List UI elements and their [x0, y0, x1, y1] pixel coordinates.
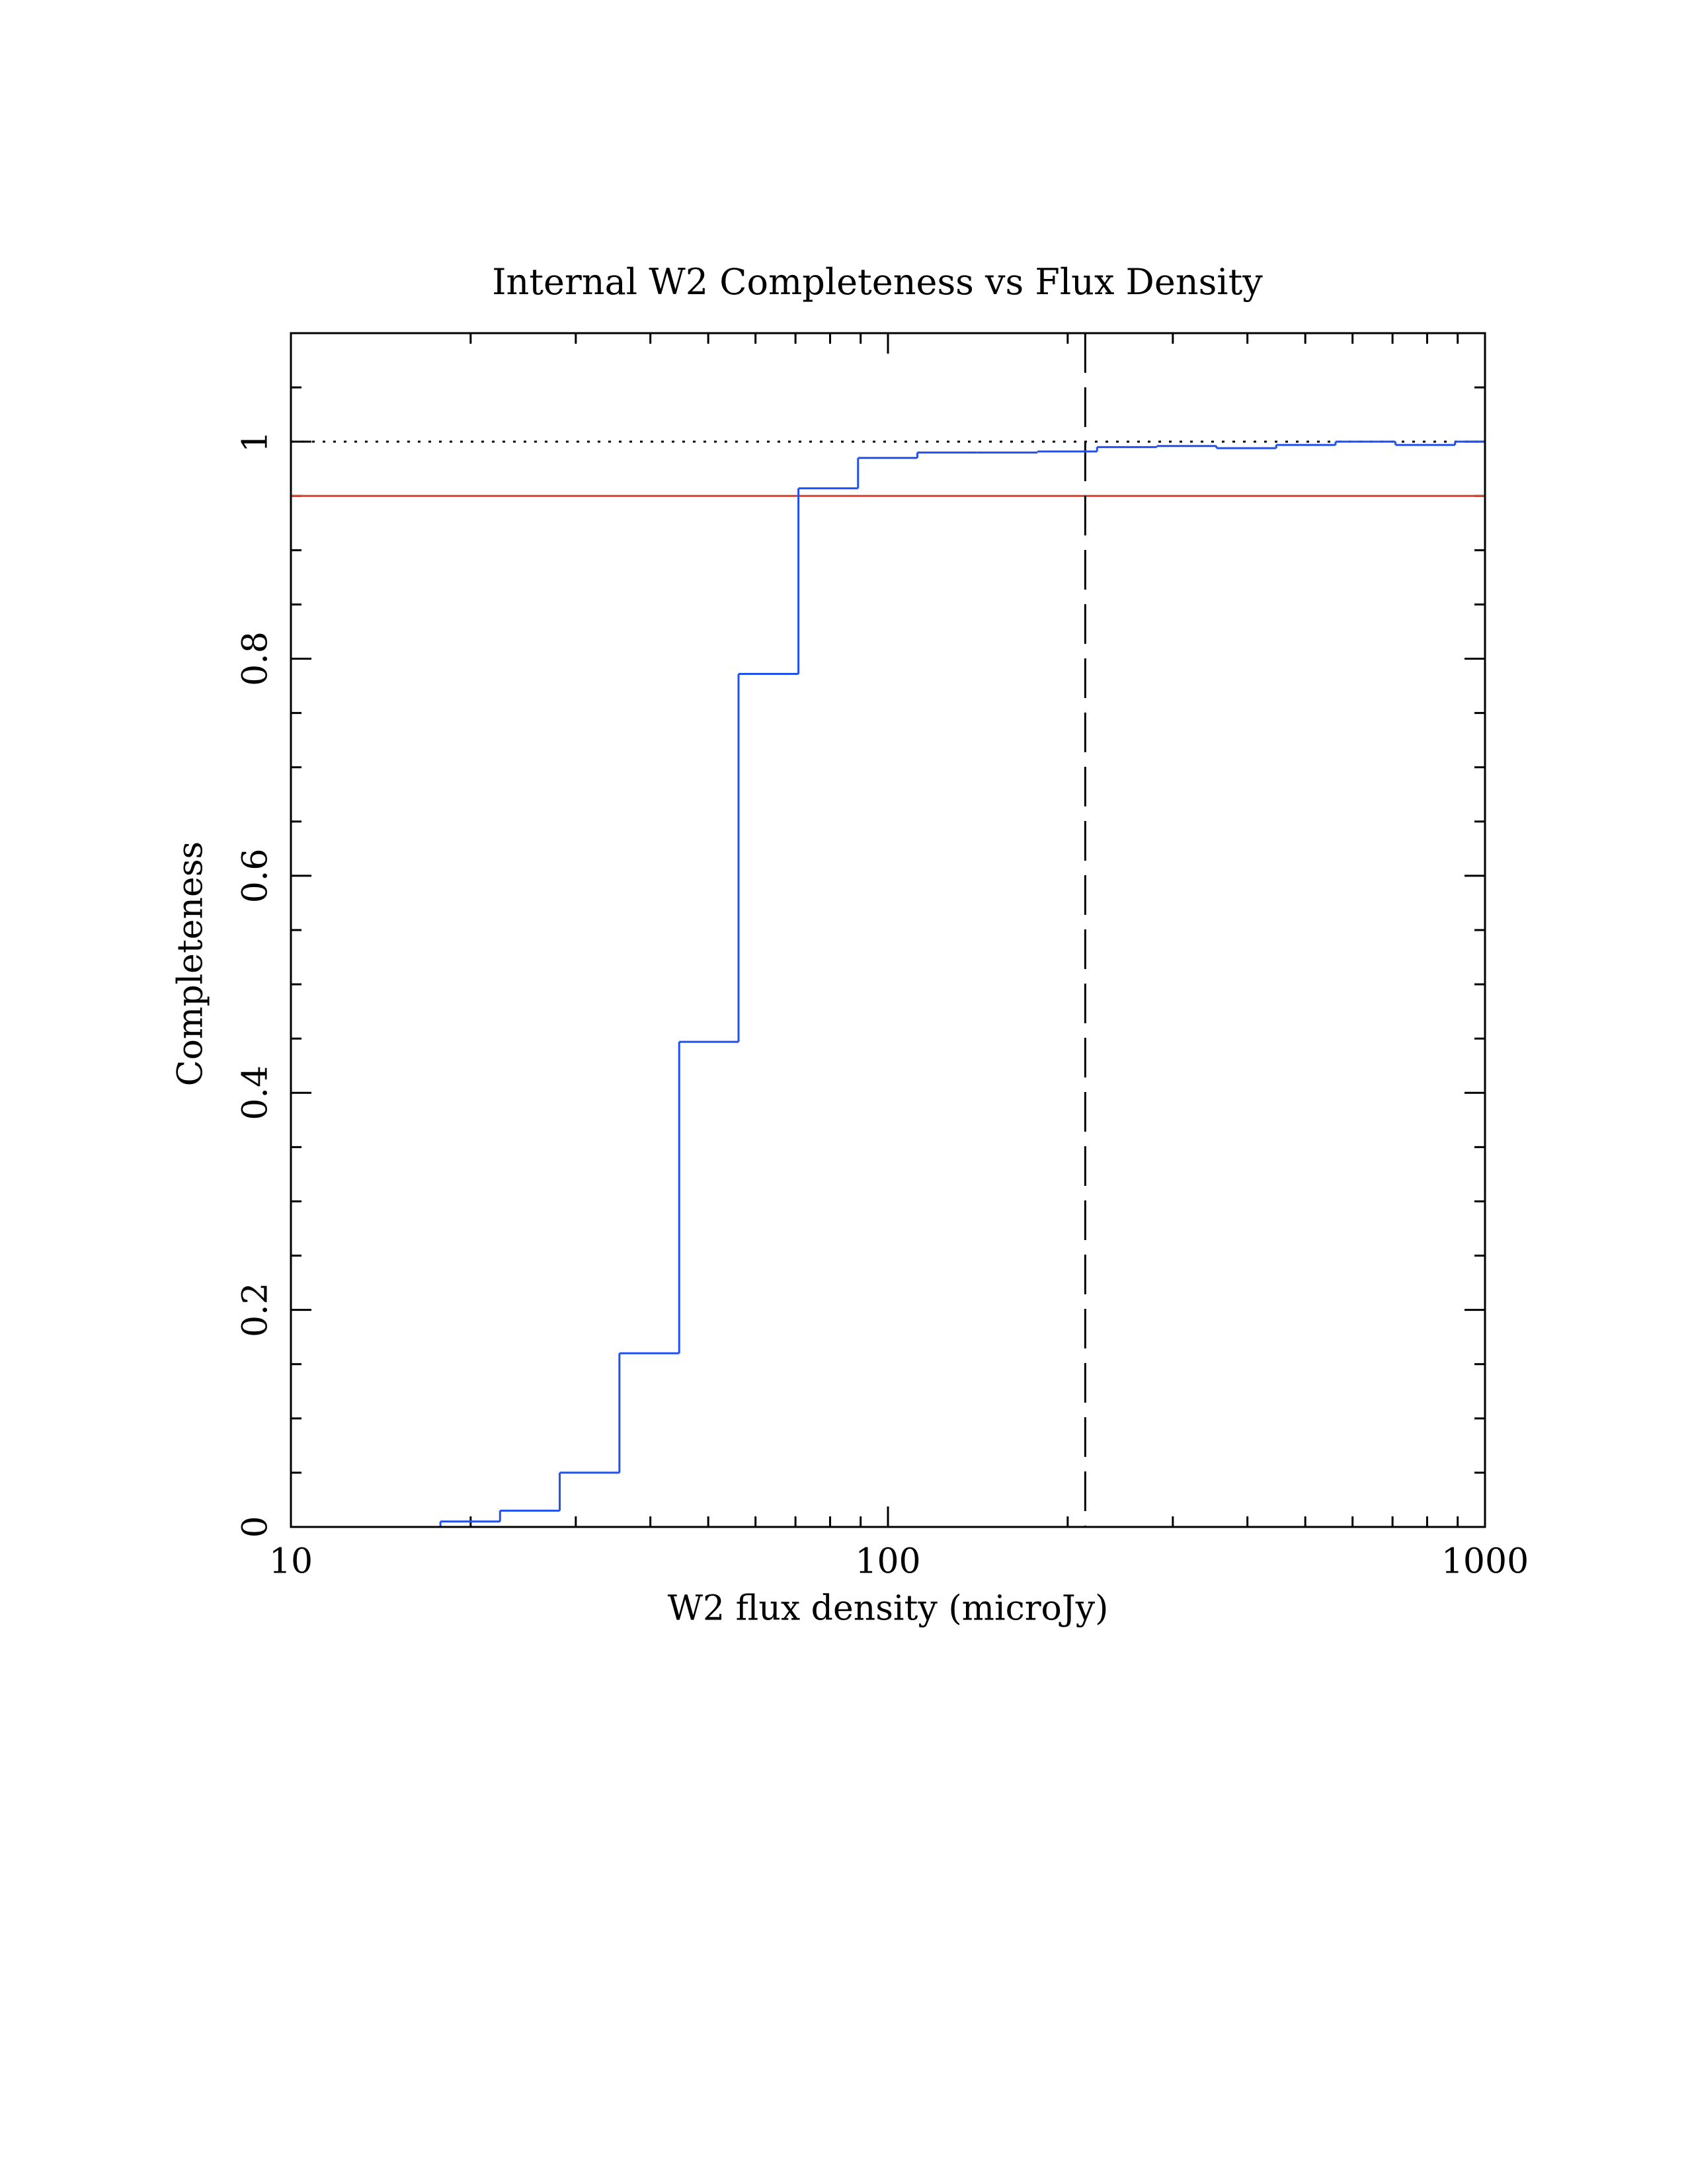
y-tick-label: 1 [236, 431, 276, 453]
x-axis-label: W2 flux density (microJy) [668, 1589, 1109, 1629]
chart-title: Internal W2 Completeness vs Flux Density [492, 261, 1263, 303]
y-tick-label: 0 [236, 1516, 276, 1538]
x-tick-label: 100 [855, 1542, 920, 1582]
y-tick-label: 0.8 [236, 631, 276, 686]
x-tick-label: 1000 [1441, 1542, 1529, 1582]
y-tick-label: 0.2 [236, 1282, 276, 1337]
y-tick-label: 0.4 [236, 1066, 276, 1120]
y-tick-label: 0.6 [236, 849, 276, 904]
y-axis-label: Completeness [171, 841, 211, 1086]
plot-frame [290, 332, 1486, 1528]
x-tick-label: 10 [269, 1542, 313, 1582]
